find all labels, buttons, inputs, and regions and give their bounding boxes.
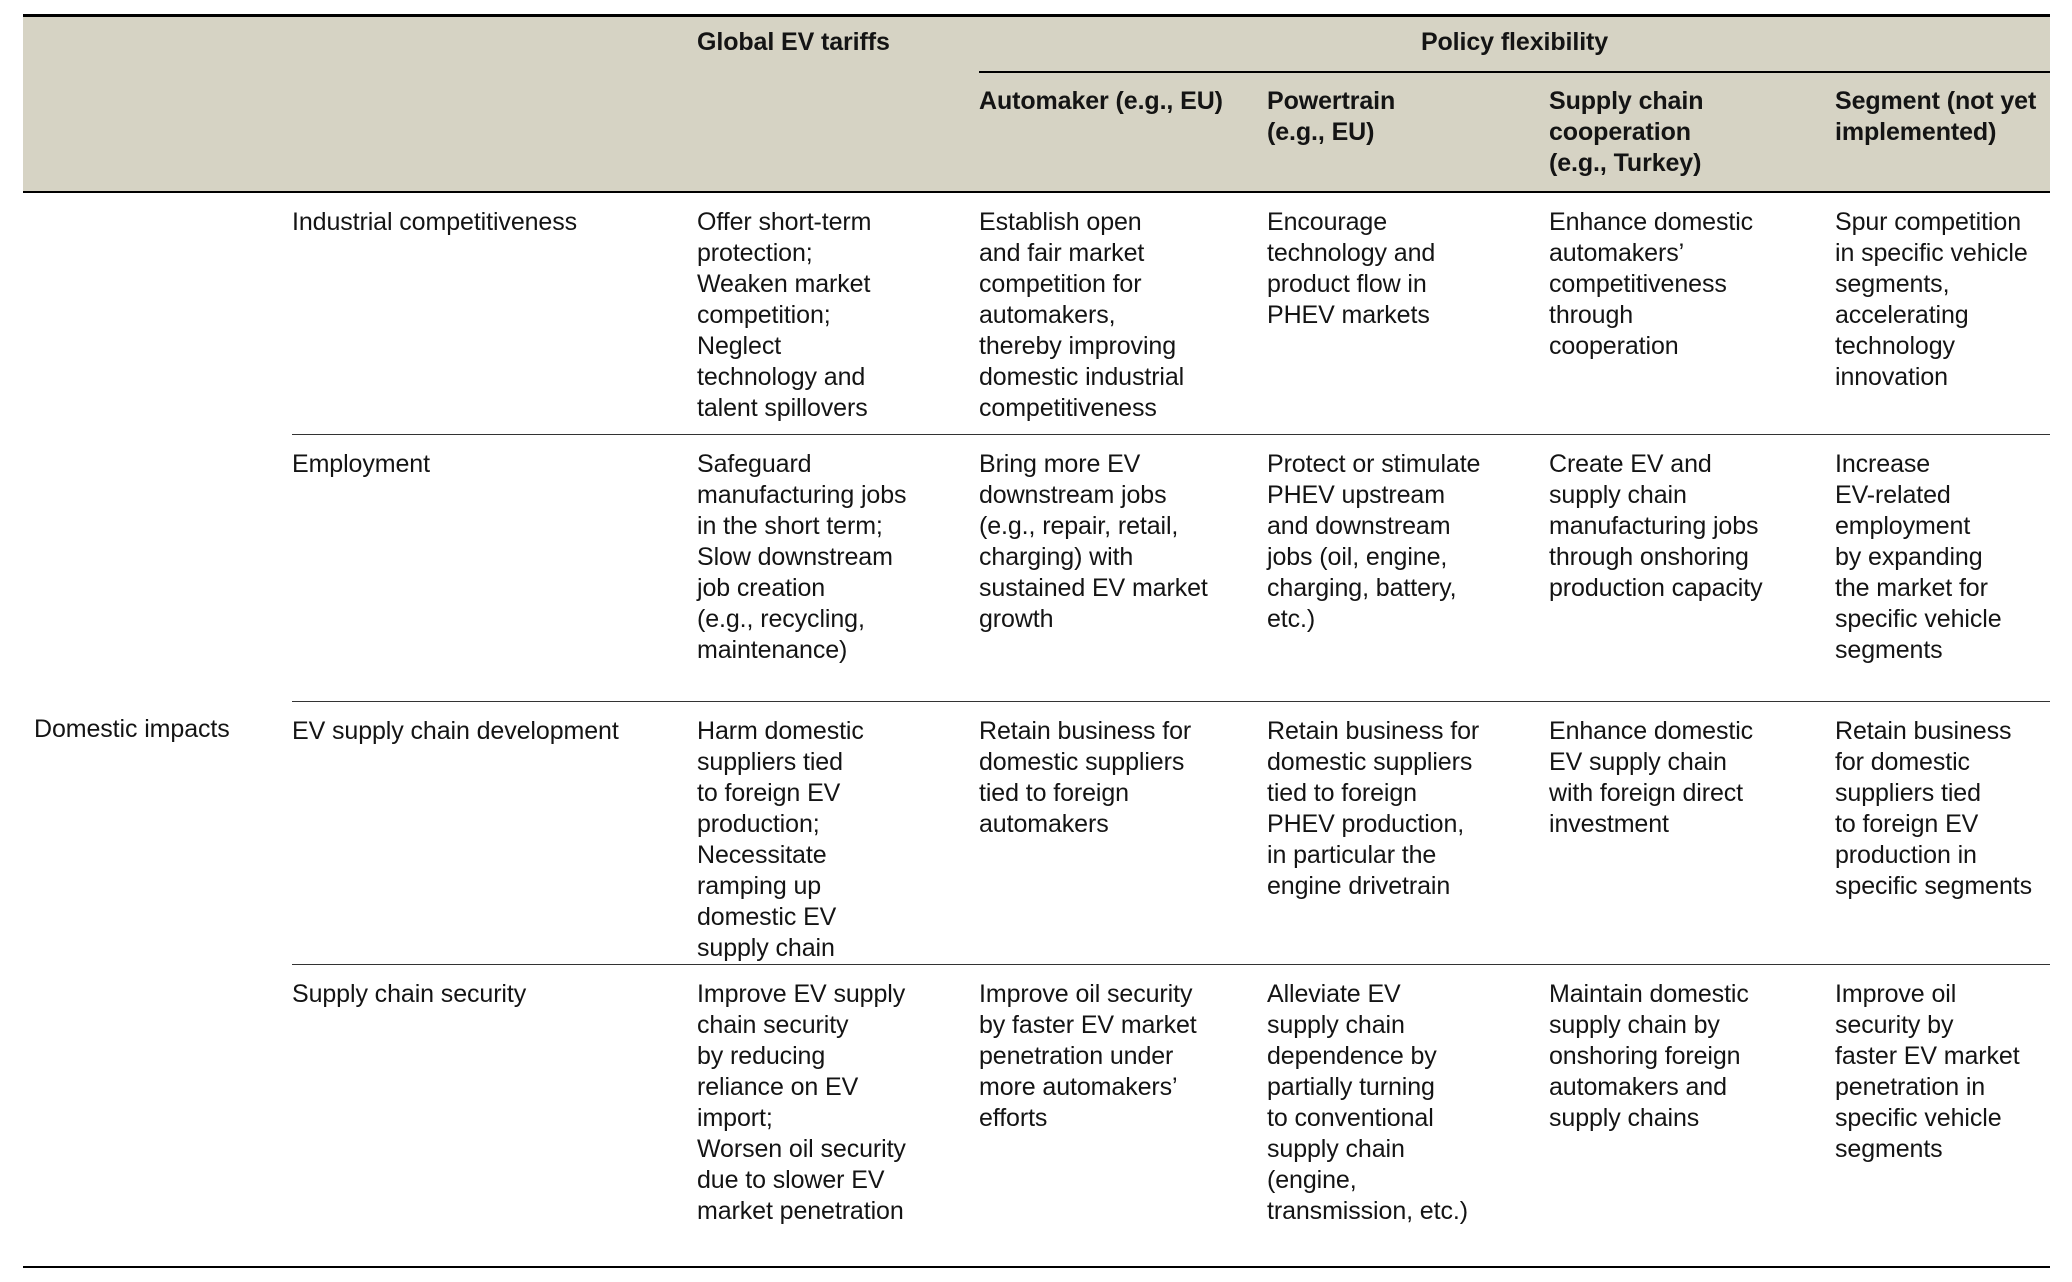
column-header-segment: Segment (not yet implemented) — [1835, 71, 2051, 193]
header-subcolumn-row: Automaker (e.g., EU) Powertrain (e.g., E… — [23, 71, 2051, 193]
table-row-industrial-competitiveness: Domestic impacts Industrial competitiven… — [23, 191, 2051, 743]
row-header-industrial-competitiveness: Industrial competitiveness — [292, 191, 697, 435]
table-cell-automaker: Improve oil security by faster EV market… — [979, 980, 1197, 1132]
table-row-ev-supply-chain-development: EV supply chain development Harm domesti… — [23, 701, 2051, 965]
table-cell-supply-chain-cooperation: Enhance domestic EV supply chain with fo… — [1549, 701, 1835, 965]
table-cell-powertrain: Encourage technology and product flow in… — [1267, 191, 1549, 435]
domestic-impacts-table: Global EV tariffs Policy flexibility Aut… — [23, 14, 2051, 1268]
table-cell-powertrain: Protect or stimulate PHEV upstream and d… — [1267, 434, 1549, 702]
table-cell-global-ev-tariffs: Improve EV supply chain security by redu… — [697, 980, 906, 1225]
header-spacer — [23, 16, 697, 72]
column-header-powertrain: Powertrain (e.g., EU) — [1267, 71, 1549, 193]
table-cell-global-ev-tariffs: Safeguard manufacturing jobs in the shor… — [697, 434, 979, 702]
column-header-supply-chain-cooperation: Supply chain cooperation (e.g., Turkey) — [1549, 71, 1835, 193]
column-group-global-ev-tariffs: Global EV tariffs — [697, 28, 890, 56]
table-cell-automaker: Bring more EV downstream jobs (e.g., rep… — [979, 434, 1267, 702]
table-cell-automaker: Establish open and fair market competiti… — [979, 191, 1267, 435]
table-cell-segment: Spur competition in specific vehicle seg… — [1835, 191, 2051, 435]
column-group-policy-flexibility: Policy flexibility — [979, 15, 2051, 73]
table-cell-supply-chain-cooperation: Maintain domestic supply chain by onshor… — [1549, 980, 1749, 1132]
table-cell-global-ev-tariffs: Offer short-term protection; Weaken mark… — [697, 191, 979, 435]
header-spacer — [23, 71, 979, 193]
header-group-row: Global EV tariffs Policy flexibility — [23, 15, 2051, 73]
table-cell-powertrain: Retain business for domestic suppliers t… — [1267, 701, 1549, 965]
table-cell-supply-chain-cooperation: Enhance domestic automakers’ competitive… — [1549, 191, 1835, 435]
table-cell-global-ev-tariffs: Harm domestic suppliers tied to foreign … — [697, 701, 979, 965]
row-header-employment: Employment — [292, 434, 697, 702]
row-group-label: Domestic impacts — [34, 714, 230, 743]
row-header-supply-chain-security: Supply chain security — [292, 980, 527, 1008]
table-cell-segment: Retain business for domestic suppliers t… — [1835, 701, 2051, 965]
table-cell-supply-chain-cooperation: Create EV and supply chain manufacturing… — [1549, 434, 1835, 702]
row-header-ev-supply-chain-development: EV supply chain development — [292, 701, 697, 965]
table-body: Domestic impacts Industrial competitiven… — [23, 191, 2051, 1267]
table-cell-automaker: Retain business for domestic suppliers t… — [979, 701, 1267, 965]
table-cell-segment: Increase EV-related employment by expand… — [1835, 434, 2051, 702]
table-row-employment: Employment Safeguard manufacturing jobs … — [23, 434, 2051, 702]
table-cell-powertrain: Alleviate EV supply chain dependence by … — [1267, 980, 1468, 1225]
table-header: Global EV tariffs Policy flexibility Aut… — [23, 15, 2051, 193]
table-cell-segment: Improve oil security by faster EV market… — [1835, 980, 2020, 1163]
column-header-automaker: Automaker (e.g., EU) — [979, 71, 1267, 193]
table-row-supply-chain-security: Supply chain security Improve EV supply … — [23, 965, 2050, 1267]
